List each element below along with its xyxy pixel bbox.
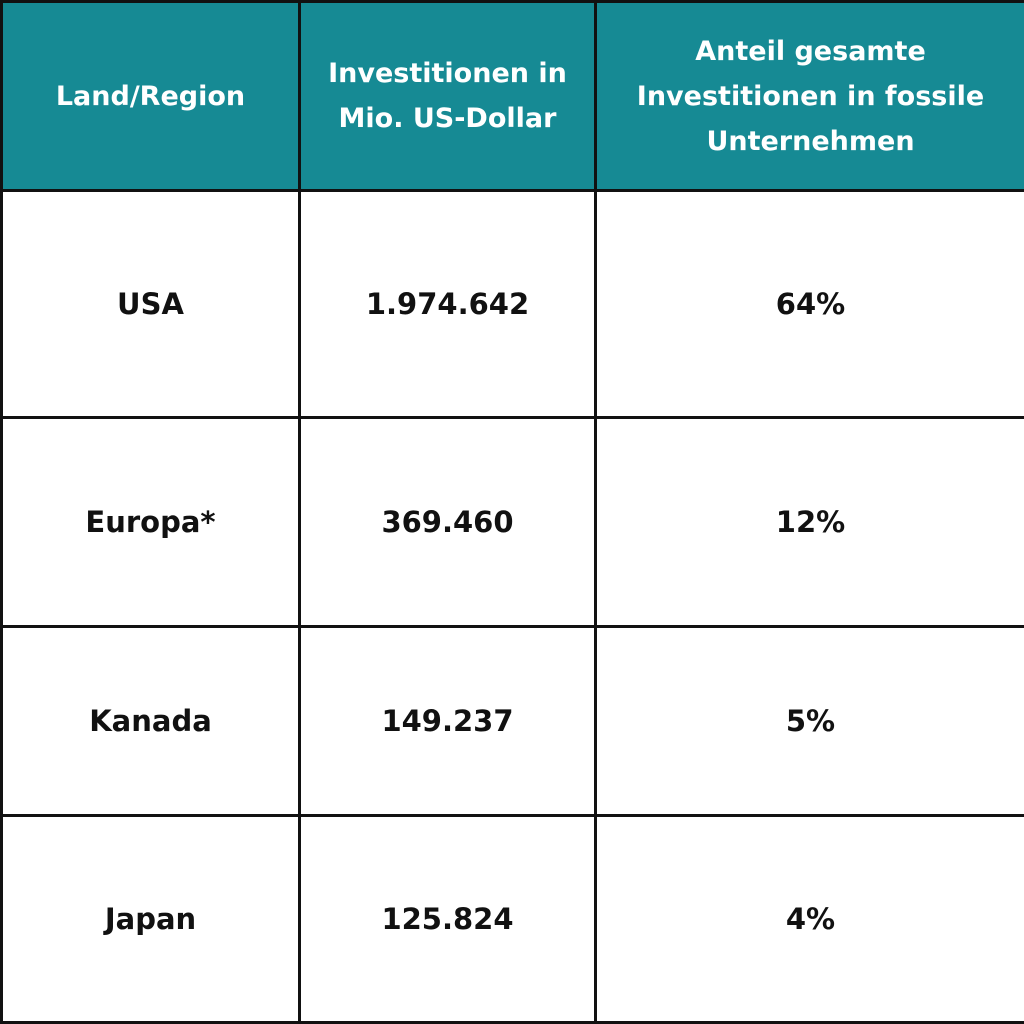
table-header-row: Land/Region Investitionen in Mio. US-Dol… xyxy=(0,0,1024,192)
cell-region: Kanada xyxy=(0,625,301,817)
header-share: Anteil gesamte Investitionen in fossile … xyxy=(594,0,1024,192)
cell-share: 64% xyxy=(594,188,1024,420)
cell-region: USA xyxy=(0,188,301,420)
header-land-region: Land/Region xyxy=(0,0,301,192)
cell-investment: 125.824 xyxy=(298,813,597,1024)
table-row: Japan 125.824 4% xyxy=(0,813,1024,1024)
table-row: USA 1.974.642 64% xyxy=(0,188,1024,420)
cell-investment: 369.460 xyxy=(298,416,597,629)
cell-region: Japan xyxy=(0,813,301,1024)
cell-share: 4% xyxy=(594,813,1024,1024)
header-investments: Investitionen in Mio. US-Dollar xyxy=(298,0,597,192)
cell-investment: 149.237 xyxy=(298,625,597,817)
table-row: Europa* 369.460 12% xyxy=(0,416,1024,629)
table-row: Kanada 149.237 5% xyxy=(0,625,1024,817)
cell-share: 5% xyxy=(594,625,1024,817)
cell-share: 12% xyxy=(594,416,1024,629)
cell-investment: 1.974.642 xyxy=(298,188,597,420)
cell-region: Europa* xyxy=(0,416,301,629)
